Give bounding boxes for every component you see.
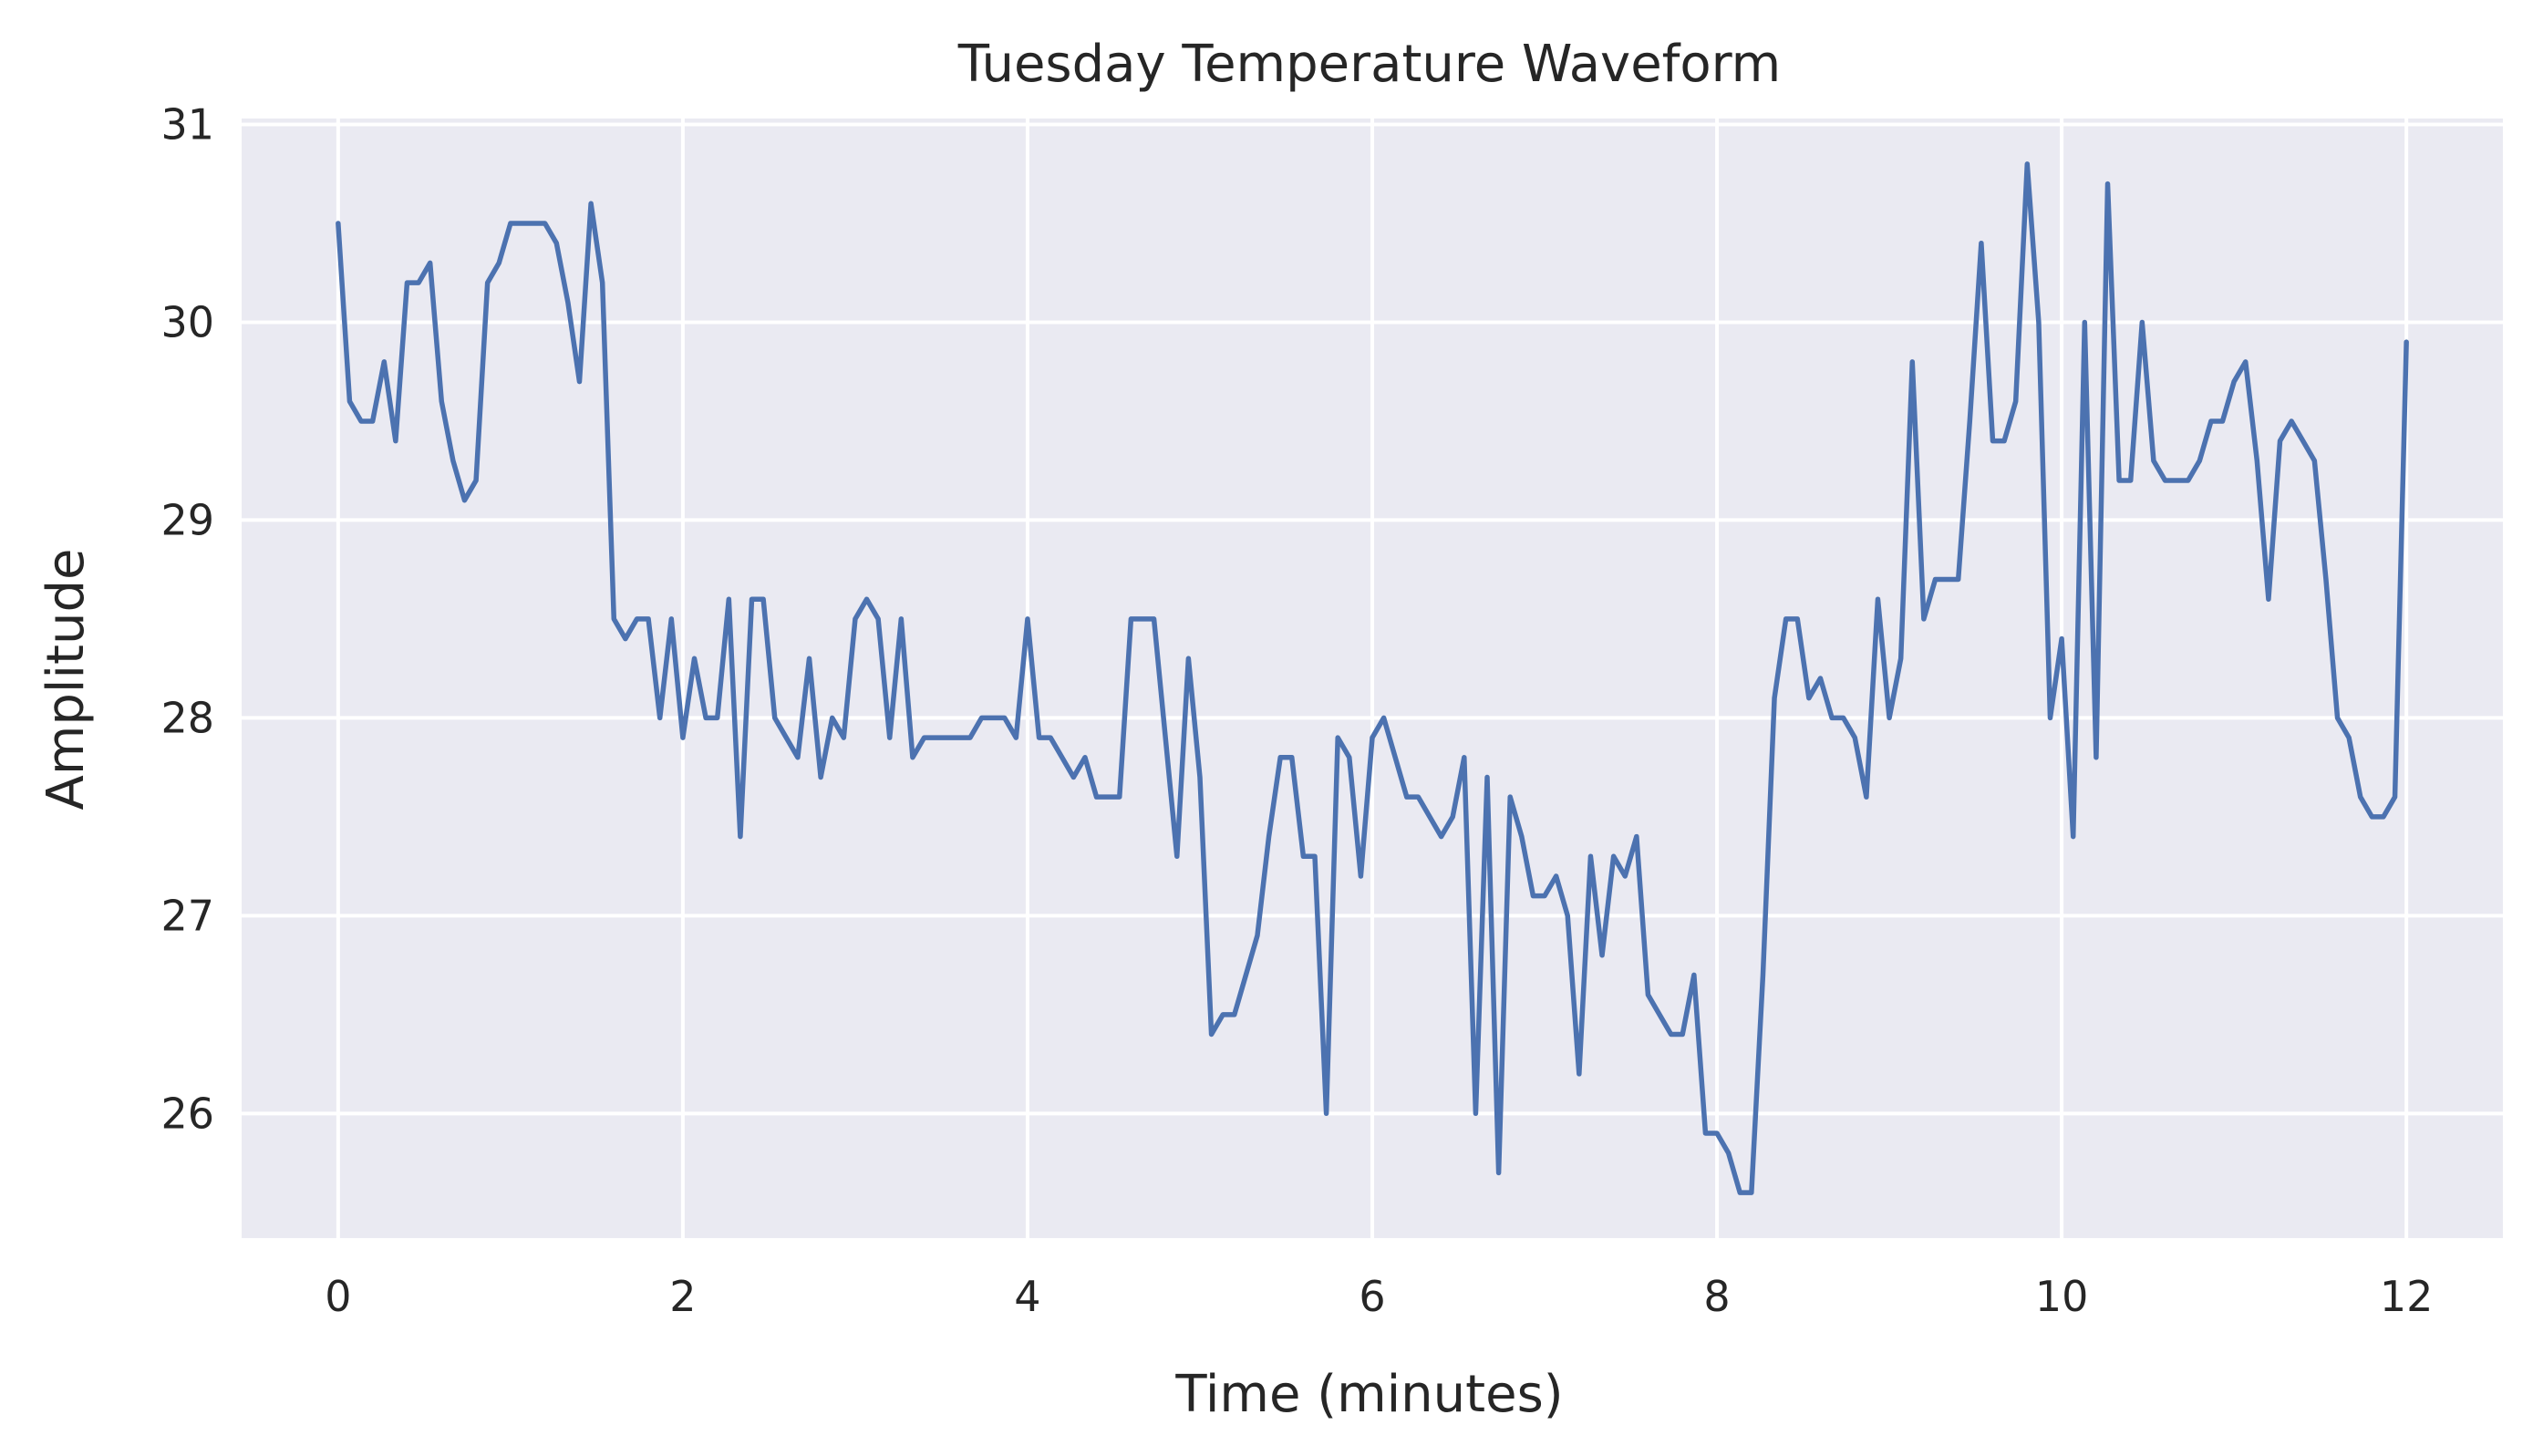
- horizontal-gridlines: [242, 122, 2503, 1116]
- x-axis-label: Time (minutes): [1174, 1365, 1563, 1424]
- series-group: [336, 161, 2409, 1195]
- y-tick-labels: 26 27 28 29 30 31: [160, 100, 214, 1139]
- series-line: [336, 161, 2409, 1195]
- y-tick-label: 31: [160, 100, 214, 150]
- chart-title: Tuesday Temperature Waveform: [957, 35, 1781, 94]
- y-tick-label: 26: [160, 1089, 214, 1138]
- x-tick-label: 8: [1703, 1272, 1730, 1321]
- y-tick-label: 27: [160, 891, 214, 940]
- y-tick-label: 28: [160, 693, 214, 742]
- x-tick-label: 4: [1014, 1272, 1040, 1321]
- y-axis-label: Amplitude: [36, 549, 96, 811]
- x-tick-label: 2: [669, 1272, 696, 1321]
- y-tick-label: 30: [160, 297, 214, 346]
- x-tick-label: 6: [1359, 1272, 1385, 1321]
- y-tick-label: 29: [160, 495, 214, 544]
- x-tick-label: 10: [2035, 1272, 2089, 1321]
- x-tick-labels: 0 2 4 6 8 10 12: [325, 1272, 2433, 1321]
- x-tick-label: 0: [325, 1272, 351, 1321]
- x-tick-label: 12: [2380, 1272, 2434, 1321]
- vertical-gridlines: [336, 119, 2409, 1238]
